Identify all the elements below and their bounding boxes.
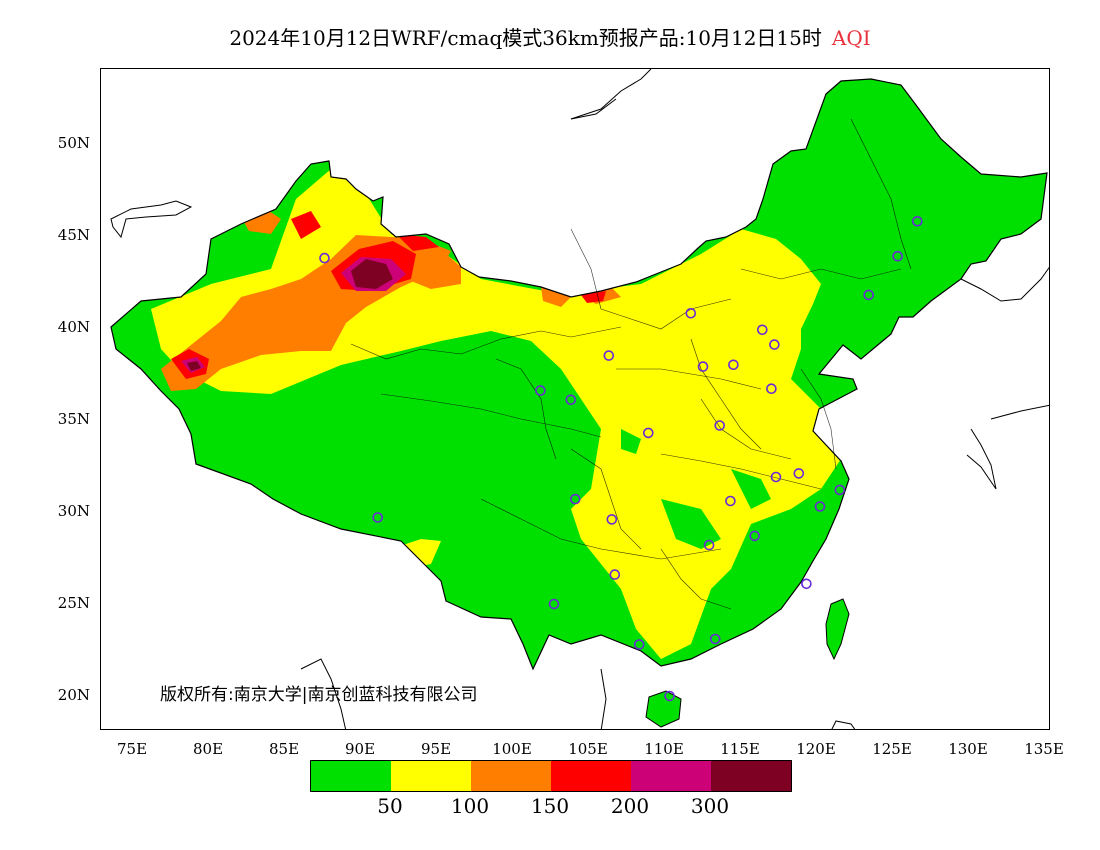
map-title: 2024年10月12日WRF/cmaq模式36km预报产品:10月12日15时 A… — [0, 22, 1100, 51]
legend-swatch-1 — [391, 761, 471, 791]
lat-label-25n: 25N — [57, 594, 90, 612]
lon-label-125e: 125E — [872, 740, 912, 758]
lon-label-120e: 120E — [796, 740, 836, 758]
legend-swatch-2 — [471, 761, 551, 791]
lon-label-90e: 90E — [344, 740, 376, 758]
station-marker-8 — [728, 359, 739, 371]
station-marker-9 — [697, 361, 709, 372]
station-marker-25 — [633, 639, 645, 650]
lon-label-75e: 75E — [116, 740, 148, 758]
station-marker-1 — [372, 512, 384, 523]
station-marker-6 — [756, 324, 768, 336]
lat-label-20n: 20N — [57, 686, 90, 704]
lon-label-105e: 105E — [568, 740, 608, 758]
aqi-field-18 — [351, 259, 393, 289]
city-stations — [319, 216, 923, 702]
legend-label-150: 150 — [530, 794, 570, 818]
station-marker-2 — [535, 385, 546, 396]
station-marker-27 — [664, 690, 675, 702]
lat-label-50n: 50N — [57, 134, 90, 152]
map-frame — [100, 68, 1050, 730]
station-marker-24 — [548, 598, 560, 610]
aqi-field-9 — [541, 287, 571, 307]
legend-label-100: 100 — [450, 794, 490, 818]
station-marker-20 — [703, 539, 715, 551]
lat-label-35n: 35N — [57, 410, 90, 428]
station-marker-21 — [749, 530, 761, 542]
station-marker-30 — [911, 216, 923, 227]
taiwan-island — [825, 598, 850, 661]
lat-label-40n: 40N — [57, 318, 90, 336]
aqi-map — [110, 69, 1049, 729]
title-text: 2024年10月12日WRF/cmaq模式36km预报产品:10月12日15时 — [229, 26, 822, 50]
aqi-field-5 — [731, 469, 771, 509]
station-marker-7 — [769, 339, 780, 350]
aqi-field-19 — [187, 361, 201, 371]
station-marker-28 — [863, 289, 875, 301]
lon-label-115e: 115E — [720, 740, 760, 758]
station-marker-5 — [685, 308, 697, 319]
lon-label-85e: 85E — [268, 740, 300, 758]
station-marker-23 — [609, 569, 621, 580]
legend-swatch-4 — [631, 761, 711, 791]
aqi-field-7 — [401, 239, 461, 289]
copyright-text: 版权所有:南京大学|南京创蓝科技有限公司 — [160, 685, 478, 705]
lon-label-80e: 80E — [192, 740, 224, 758]
station-marker-29 — [892, 250, 903, 262]
legend-swatch-3 — [551, 761, 631, 791]
station-marker-18 — [814, 501, 826, 512]
lat-label-45n: 45N — [57, 226, 90, 244]
legend-label-50: 50 — [377, 794, 403, 818]
station-marker-10 — [766, 383, 777, 395]
title-index: AQI — [831, 26, 871, 50]
station-marker-13 — [569, 493, 581, 505]
aqi-field-14 — [396, 234, 439, 251]
aqi-field-4 — [661, 499, 721, 549]
lon-label-130e: 130E — [948, 740, 988, 758]
station-marker-14 — [606, 514, 618, 525]
station-marker-15 — [770, 471, 782, 483]
aqi-legend — [310, 760, 792, 792]
station-marker-19 — [725, 495, 736, 507]
station-marker-4 — [603, 350, 615, 361]
lon-label-100e: 100E — [492, 740, 532, 758]
station-marker-26 — [709, 633, 721, 645]
aqi-field-3 — [621, 429, 641, 454]
legend-swatch-0 — [311, 761, 391, 791]
station-marker-11 — [714, 420, 726, 431]
station-marker-12 — [642, 427, 654, 439]
station-marker-3 — [565, 394, 577, 406]
legend-label-200: 200 — [610, 794, 650, 818]
legend-label-300: 300 — [690, 794, 730, 818]
china-boundary — [110, 78, 1048, 671]
hainan-island — [645, 690, 682, 728]
lat-label-30n: 30N — [57, 502, 90, 520]
station-marker-22 — [801, 578, 812, 590]
lon-label-135e: 135E — [1024, 740, 1064, 758]
station-marker-16 — [793, 468, 805, 479]
lon-label-95e: 95E — [420, 740, 452, 758]
station-marker-17 — [834, 484, 846, 496]
aqi-field-13 — [291, 211, 321, 239]
station-marker-0 — [319, 252, 330, 264]
legend-swatch-5 — [711, 761, 791, 791]
lon-label-110e: 110E — [644, 740, 684, 758]
